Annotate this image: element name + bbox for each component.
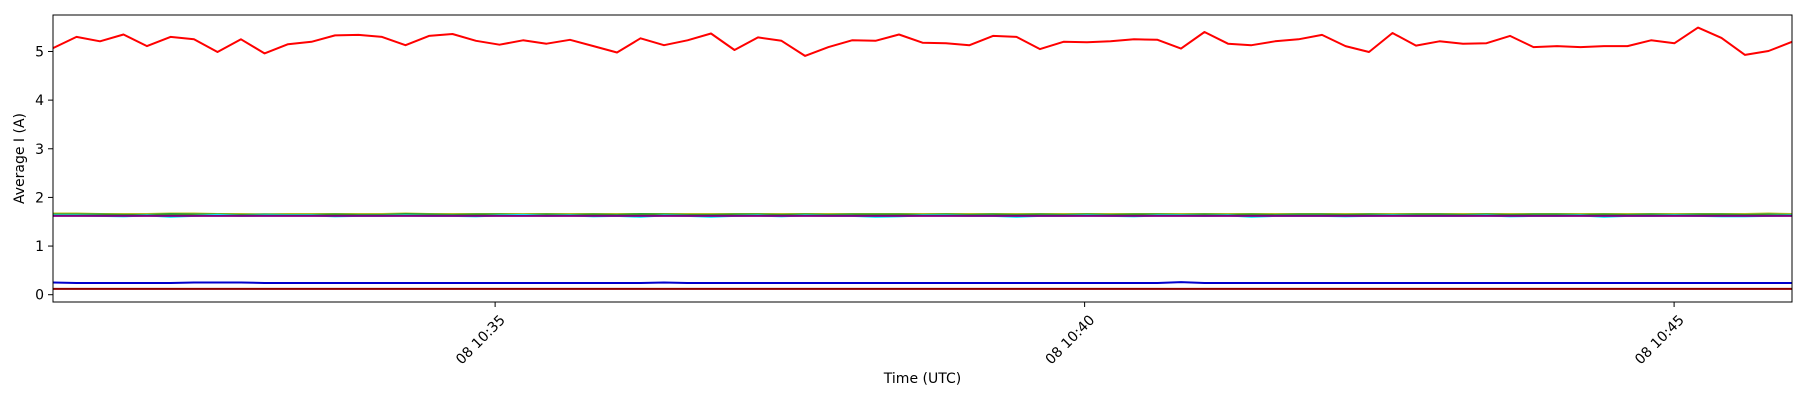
y-tick-label: 0	[35, 288, 44, 304]
series-line-1	[52, 26, 1793, 57]
y-tick-label: 3	[35, 142, 44, 158]
y-axis: 0 1 2 3 4 5	[35, 44, 53, 304]
y-tick-label: 2	[35, 190, 44, 206]
plot-frame	[52, 14, 1793, 303]
x-tick-label: 08 10:40	[1043, 312, 1099, 368]
x-tick-label: 08 10:45	[1632, 312, 1688, 368]
x-axis: 08 10:35 08 10:40 08 10:45	[453, 302, 1688, 368]
series-line-6	[52, 281, 1792, 284]
series-layer	[52, 26, 1793, 290]
y-tick-label: 5	[35, 44, 44, 60]
y-tick-label: 1	[35, 239, 44, 255]
x-tick-label: 08 10:35	[453, 312, 509, 368]
x-axis-label: Time (UTC)	[883, 371, 961, 387]
y-tick-label: 4	[35, 93, 44, 109]
y-axis-label: Average I (A)	[12, 113, 28, 204]
